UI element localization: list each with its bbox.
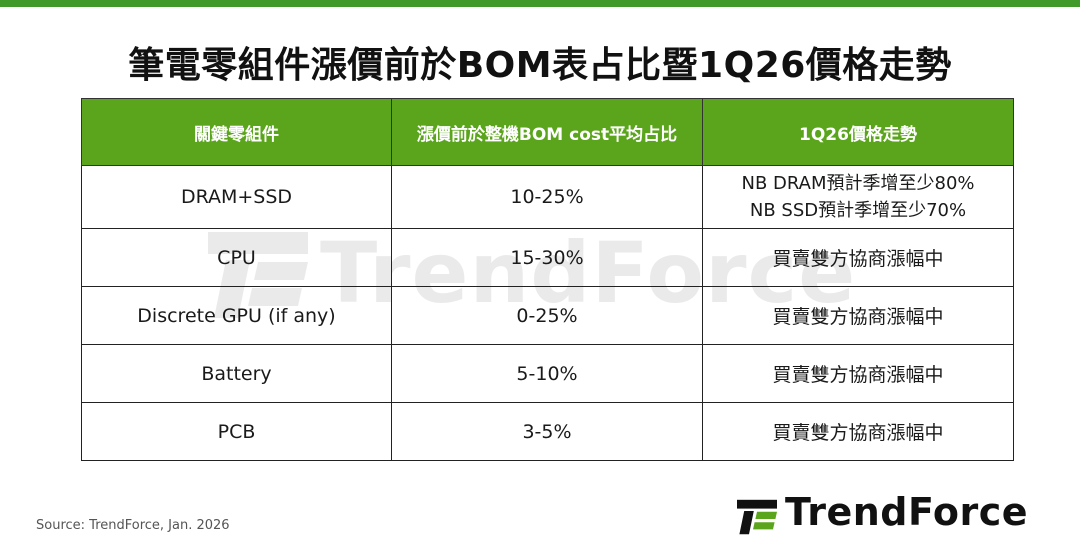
cell-component: PCB (81, 402, 392, 461)
cell-bom-share: 10-25% (391, 165, 703, 229)
table-header-row: 關鍵零組件 漲價前於整機BOM cost平均占比 1Q26價格走勢 (81, 98, 1014, 166)
component-price-table: 關鍵零組件 漲價前於整機BOM cost平均占比 1Q26價格走勢 DRAM+S… (81, 98, 1014, 461)
cell-component: DRAM+SSD (81, 165, 392, 229)
column-header-price-trend: 1Q26價格走勢 (702, 98, 1014, 166)
table-row: PCB 3-5% 買賣雙方協商漲幅中 (81, 402, 1014, 461)
cell-price-trend: 買賣雙方協商漲幅中 (702, 402, 1014, 461)
cell-price-trend: 買賣雙方協商漲幅中 (702, 228, 1014, 287)
cell-price-trend: NB DRAM預計季增至少80% NB SSD預計季增至少70% (702, 165, 1014, 229)
trendforce-logo: TrendForce (737, 490, 1047, 540)
trendforce-logo-text: TrendForce (785, 490, 1029, 534)
price-trend-line: NB SSD預計季增至少70% (749, 200, 967, 221)
trendforce-logo-icon (737, 499, 777, 535)
cell-component: Discrete GPU (if any) (81, 286, 392, 345)
cell-component: CPU (81, 228, 392, 287)
table-row: Discrete GPU (if any) 0-25% 買賣雙方協商漲幅中 (81, 286, 1014, 345)
top-accent-bar (0, 0, 1080, 7)
column-header-component: 關鍵零組件 (81, 98, 392, 166)
price-trend-line: NB DRAM預計季增至少80% (741, 173, 975, 194)
table-row: CPU 15-30% 買賣雙方協商漲幅中 (81, 228, 1014, 287)
cell-bom-share: 0-25% (391, 286, 703, 345)
cell-bom-share: 3-5% (391, 402, 703, 461)
source-note: Source: TrendForce, Jan. 2026 (36, 518, 230, 533)
cell-price-trend: 買賣雙方協商漲幅中 (702, 286, 1014, 345)
page-title: 筆電零組件漲價前於BOM表占比暨1Q26價格走勢 (128, 45, 952, 86)
cell-bom-share: 5-10% (391, 344, 703, 403)
cell-component: Battery (81, 344, 392, 403)
table-row: Battery 5-10% 買賣雙方協商漲幅中 (81, 344, 1014, 403)
table-row: DRAM+SSD 10-25% NB DRAM預計季增至少80% NB SSD預… (81, 165, 1014, 229)
cell-bom-share: 15-30% (391, 228, 703, 287)
cell-price-trend: 買賣雙方協商漲幅中 (702, 344, 1014, 403)
column-header-bom-share: 漲價前於整機BOM cost平均占比 (391, 98, 703, 166)
